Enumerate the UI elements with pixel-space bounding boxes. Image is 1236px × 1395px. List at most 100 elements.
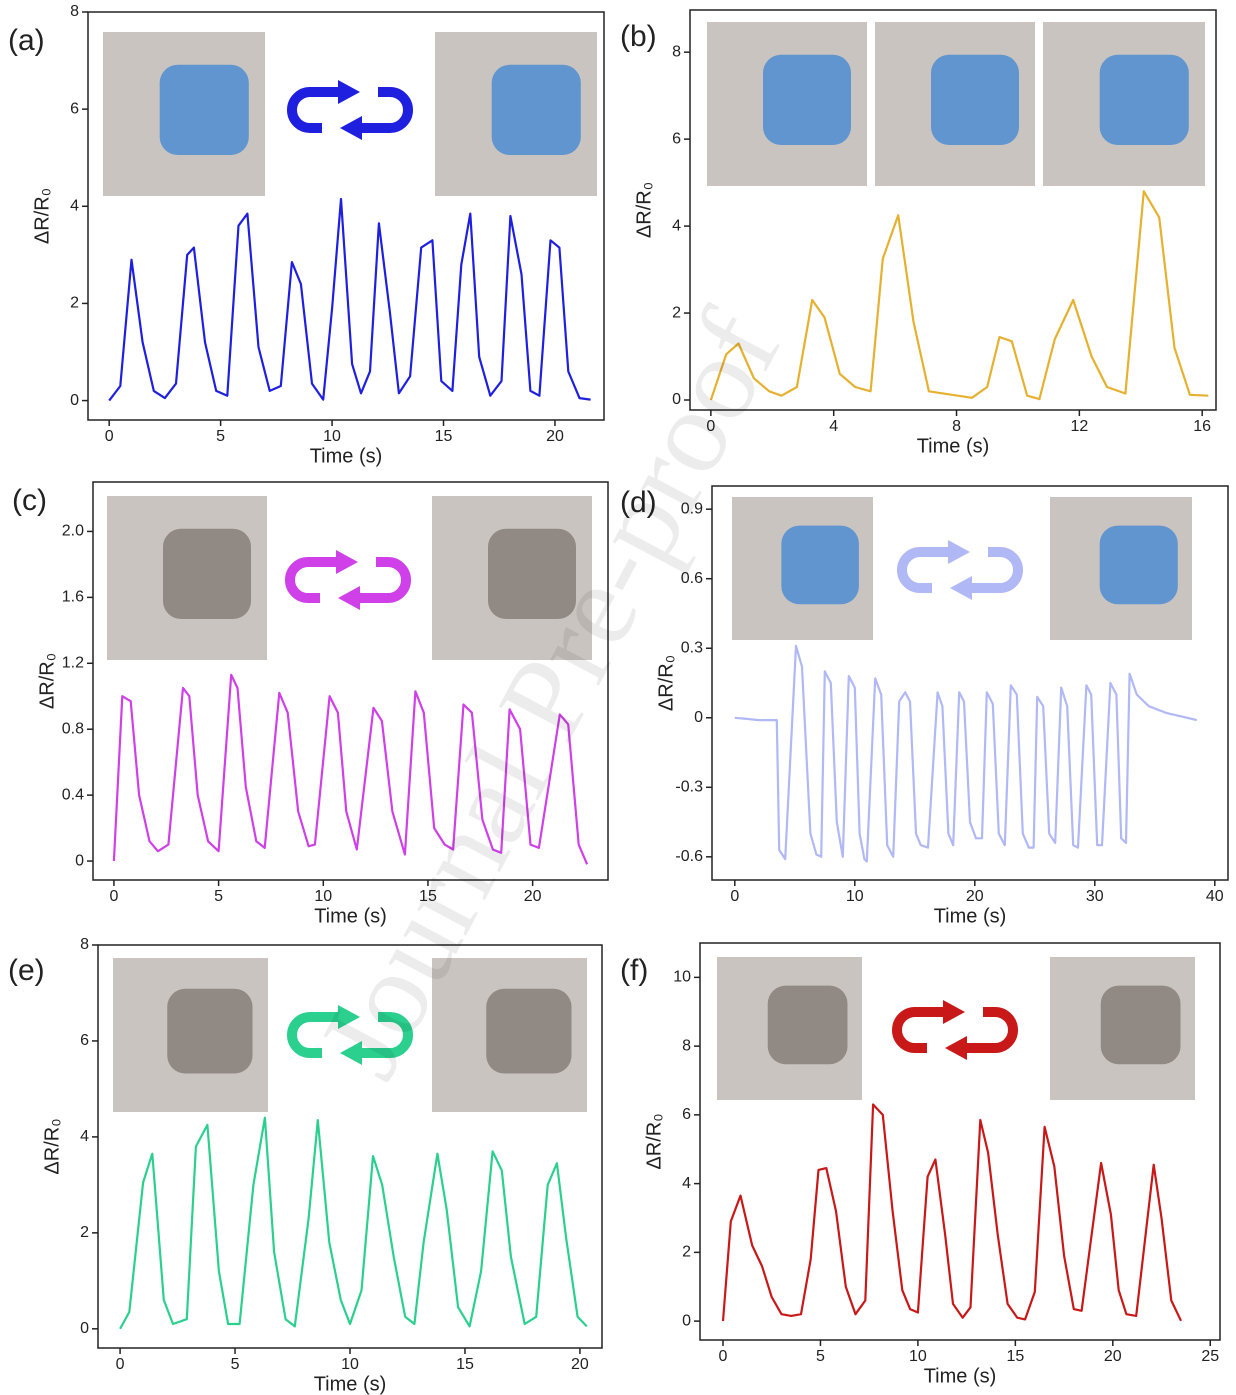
y-tick-label: 8 bbox=[682, 1037, 691, 1054]
x-tick-label: 40 bbox=[1206, 888, 1224, 905]
y-axis-label: ΔR/R₀ bbox=[31, 188, 53, 244]
panel-label: (e) bbox=[8, 954, 45, 987]
y-tick-label: 0 bbox=[682, 1312, 691, 1329]
x-tick-label: 0 bbox=[719, 1348, 728, 1365]
y-tick-label: -0.3 bbox=[675, 779, 703, 796]
y-tick-label: 4 bbox=[80, 1128, 89, 1145]
cycle-arrow-head bbox=[948, 540, 970, 564]
photo-glove bbox=[931, 55, 1019, 145]
cycle-arrow bbox=[292, 92, 340, 128]
cycle-arrow bbox=[358, 562, 406, 598]
panel-label: (c) bbox=[12, 484, 47, 517]
cycle-icon bbox=[290, 550, 406, 610]
cycle-icon bbox=[897, 1000, 1013, 1060]
y-tick-label: 0 bbox=[80, 1320, 89, 1337]
y-tick-label: 0 bbox=[694, 709, 703, 726]
cycle-arrow-head bbox=[338, 586, 360, 610]
y-tick-label: 0.3 bbox=[681, 639, 703, 656]
y-tick-label: 1.2 bbox=[62, 655, 84, 672]
cycle-arrow-head bbox=[950, 576, 972, 600]
y-tick-label: 6 bbox=[80, 1032, 89, 1049]
x-tick-label: 5 bbox=[816, 1348, 825, 1365]
x-tick-label: 20 bbox=[546, 428, 564, 445]
cycle-arrow-head bbox=[336, 550, 358, 574]
figure: 0246805101520Time (s)ΔR/R₀(a)02468048121… bbox=[0, 0, 1236, 1395]
x-tick-label: 5 bbox=[231, 1356, 240, 1373]
x-tick-label: 8 bbox=[952, 418, 961, 435]
x-axis-label: Time (s) bbox=[310, 445, 383, 467]
cycle-arrow-head bbox=[338, 80, 360, 104]
x-tick-label: 0 bbox=[116, 1356, 125, 1373]
cycle-arrow-head bbox=[340, 116, 362, 140]
x-tick-label: 25 bbox=[1201, 1348, 1219, 1365]
x-tick-label: 4 bbox=[829, 418, 838, 435]
photo-glove bbox=[160, 65, 249, 155]
y-tick-label: 0 bbox=[70, 392, 79, 409]
x-tick-label: 0 bbox=[109, 888, 118, 905]
panel-label: (b) bbox=[620, 20, 657, 53]
y-tick-label: 4 bbox=[70, 198, 79, 215]
y-axis-label: ΔR/R₀ bbox=[643, 1113, 665, 1169]
photo-glove bbox=[1101, 986, 1181, 1065]
y-tick-label: 4 bbox=[682, 1175, 691, 1192]
y-axis-label: ΔR/R₀ bbox=[41, 1118, 63, 1174]
x-tick-label: 5 bbox=[216, 428, 225, 445]
y-axis-label: ΔR/R₀ bbox=[655, 655, 677, 711]
x-tick-label: 20 bbox=[1104, 1348, 1122, 1365]
y-axis-label: ΔR/R₀ bbox=[633, 182, 655, 238]
x-tick-label: 20 bbox=[524, 888, 542, 905]
cycle-arrow bbox=[902, 552, 950, 588]
data-line bbox=[723, 1105, 1181, 1322]
x-axis-label: Time (s) bbox=[917, 435, 990, 457]
y-axis-label: ΔR/R₀ bbox=[36, 653, 58, 709]
photo-glove bbox=[167, 989, 252, 1074]
cycle-arrow bbox=[290, 562, 338, 598]
cycle-arrow bbox=[965, 1012, 1013, 1048]
x-axis-label: Time (s) bbox=[934, 905, 1007, 927]
photo-glove bbox=[781, 526, 859, 605]
panel-label: (a) bbox=[8, 24, 45, 57]
x-tick-label: 0 bbox=[105, 428, 114, 445]
photo-glove bbox=[492, 65, 581, 155]
x-tick-label: 10 bbox=[323, 428, 341, 445]
x-tick-label: 15 bbox=[456, 1356, 474, 1373]
photo-glove bbox=[1100, 526, 1178, 605]
x-axis-label: Time (s) bbox=[314, 1373, 387, 1395]
x-tick-label: 10 bbox=[909, 1348, 927, 1365]
y-tick-label: 0.4 bbox=[62, 786, 84, 803]
panel-label: (f) bbox=[620, 954, 648, 987]
photo-glove bbox=[768, 986, 848, 1065]
y-tick-label: 6 bbox=[672, 130, 681, 147]
y-tick-label: 10 bbox=[673, 969, 691, 986]
cycle-arrow bbox=[360, 92, 408, 128]
x-tick-label: 16 bbox=[1193, 418, 1211, 435]
x-tick-label: 30 bbox=[1086, 888, 1104, 905]
data-line bbox=[735, 646, 1197, 862]
x-tick-label: 5 bbox=[214, 888, 223, 905]
photo-glove bbox=[763, 55, 851, 145]
y-tick-label: 6 bbox=[682, 1106, 691, 1123]
y-tick-label: 2 bbox=[80, 1224, 89, 1241]
photo-glove bbox=[163, 529, 251, 619]
data-line bbox=[109, 199, 590, 401]
x-tick-label: 15 bbox=[435, 428, 453, 445]
x-tick-label: 10 bbox=[314, 888, 332, 905]
cycle-icon bbox=[902, 540, 1018, 600]
photo-glove bbox=[486, 989, 571, 1074]
x-tick-label: 20 bbox=[571, 1356, 589, 1373]
x-tick-label: 10 bbox=[846, 888, 864, 905]
y-tick-label: 2 bbox=[682, 1244, 691, 1261]
data-line bbox=[120, 1118, 587, 1329]
y-tick-label: 2 bbox=[70, 295, 79, 312]
y-tick-label: 1.6 bbox=[62, 589, 84, 606]
y-tick-label: 6 bbox=[70, 100, 79, 117]
y-tick-label: 4 bbox=[672, 217, 681, 234]
y-tick-label: 0.8 bbox=[62, 720, 84, 737]
x-tick-label: 0 bbox=[730, 888, 739, 905]
y-tick-label: 8 bbox=[672, 43, 681, 60]
y-tick-label: 2.0 bbox=[62, 523, 84, 540]
x-tick-label: 10 bbox=[341, 1356, 359, 1373]
x-tick-label: 20 bbox=[966, 888, 984, 905]
y-tick-label: 8 bbox=[80, 936, 89, 953]
cycle-arrow-head bbox=[945, 1036, 967, 1060]
